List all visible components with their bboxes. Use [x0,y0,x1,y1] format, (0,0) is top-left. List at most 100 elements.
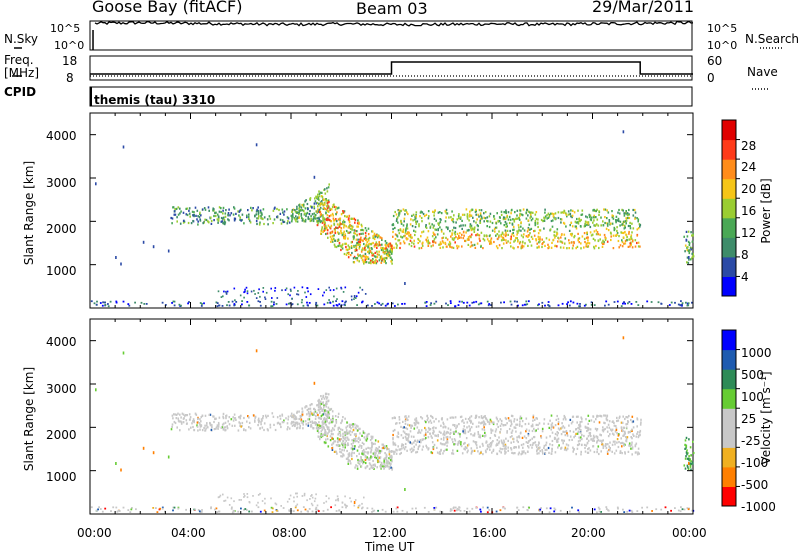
near-range-clutter [245,509,248,511]
scatter-cell [631,222,633,225]
scatter-cell [347,256,350,259]
scatter-cell [432,446,434,449]
near-range-clutter [553,510,556,513]
scatter-cell [626,216,629,220]
scatter-cell [345,245,347,249]
scatter-cell [312,427,314,430]
scatter-cell [538,241,540,244]
scatter-cell [325,441,327,444]
scatter-cell [304,200,306,203]
scatter-cell [388,448,390,451]
near-range-clutter [458,508,460,511]
near-range-clutter [353,298,355,300]
scatter-cell [422,445,424,448]
near-range-clutter [670,301,673,304]
scatter-cell [321,424,323,427]
scatter-cell [335,212,337,216]
scatter-cell [350,454,353,458]
scatter-cell [291,209,294,212]
scatter-cell [314,410,317,413]
near-range-clutter [253,289,255,292]
near-range-clutter [226,496,229,499]
scatter-cell [479,221,482,224]
scatter-cell [308,412,310,415]
scatter-cell [527,445,529,448]
scatter-cell [688,243,691,246]
near-range-clutter [538,303,540,306]
freq-label: Freq. [4,53,34,67]
scatter-cell [491,441,493,444]
scatter-cell [458,225,461,228]
scatter-cell [382,443,385,446]
scatter-cell [343,221,346,224]
near-range-clutter [306,287,308,289]
scatter-cell [296,410,299,413]
scatter-cell [570,209,572,212]
scatter-cell [637,218,640,221]
scatter-cell [560,233,563,236]
near-range-clutter [230,507,233,510]
scatter-cell [371,254,373,257]
near-range-clutter [495,510,498,513]
scatter-cell [506,422,508,425]
scatter-cell [409,235,411,238]
scatter-cell [177,206,180,209]
scatter-cell [327,210,329,213]
scatter-cell [631,441,633,444]
scatter-cell [224,223,226,226]
near-range-clutter [263,509,266,512]
scatter-cell [347,453,350,456]
near-range-clutter [115,300,118,303]
scatter-cell [612,215,614,218]
scatter-cell [483,212,485,215]
scatter-cell [468,219,470,222]
scatter-cell [421,231,423,234]
near-range-clutter [447,304,449,306]
near-range-clutter [687,304,690,307]
scatter-cell [273,423,275,426]
scatter-cell [304,207,307,210]
scatter-cell [293,217,296,220]
scatter-cell [609,433,611,436]
scatter-cell [408,433,410,436]
near-range-clutter [461,300,463,303]
scatter-cell [300,213,303,216]
scatter-cell [403,217,406,220]
scatter-cell [411,442,413,445]
scatter-cell [374,448,377,451]
near-range-clutter [681,304,683,306]
near-range-clutter [433,507,436,509]
scatter-cell [433,224,435,227]
scatter-cell [171,425,173,428]
scatter-cell [595,216,597,219]
scatter-cell [445,208,448,211]
near-range-clutter [466,301,469,304]
scatter-cell [460,443,462,446]
scatter-cell [541,450,544,453]
scatter-cell [224,212,227,215]
near-range-clutter [366,304,369,307]
scatter-cell [206,422,208,425]
near-range-clutter [433,508,436,511]
scatter-cell [186,213,189,217]
scatter-cell [498,244,501,247]
scatter-cell [382,248,384,251]
scatter-cell [440,448,442,451]
scatter-cell [277,421,280,424]
scatter-cell [511,233,513,236]
scatter-cell [365,234,367,237]
scatter-cell [374,456,376,459]
scatter-cell [601,441,603,444]
scatter-cell [556,232,559,235]
scatter-cell [562,430,564,433]
scatter-cell [529,438,532,442]
scatter-cell [396,435,399,438]
near-range-clutter [198,510,201,513]
scatter-cell [457,443,459,446]
scatter-cell [514,452,516,455]
scatter-cell [228,219,230,222]
scatter-cell [495,222,498,225]
scatter-cell [343,436,345,439]
scatter-cell [607,423,610,426]
scatter-cell [402,426,404,429]
